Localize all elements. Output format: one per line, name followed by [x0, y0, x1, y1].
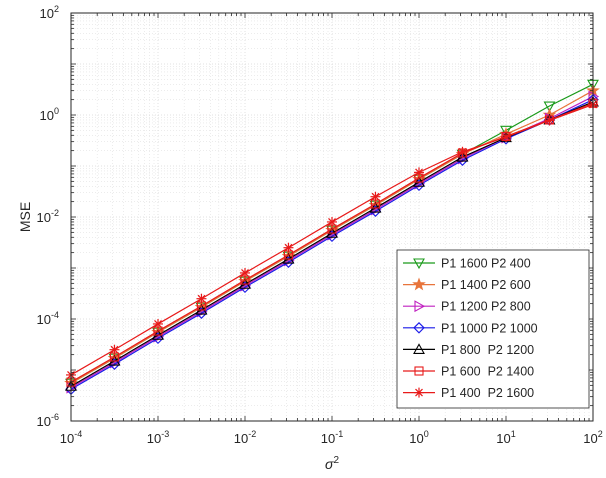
y-tick-label: 102: [40, 4, 59, 21]
asterisk-stroke: [458, 147, 467, 156]
legend: P1 1600 P2 400 P1 1400 P2 600 P1 1200 P2 8…: [396, 249, 590, 409]
legend-marker: [414, 387, 424, 398]
legend-label: P1 1200 P2 800: [441, 300, 531, 314]
data-point: [543, 101, 556, 113]
asterisk-stroke: [545, 116, 554, 125]
x-tick-label: 10-2: [234, 429, 256, 446]
y-axis-label: MSE: [17, 202, 33, 232]
data-point: [500, 125, 512, 137]
data-point: [457, 146, 468, 157]
asterisk-stroke: [197, 294, 206, 303]
x-tick-base: 10: [409, 431, 423, 446]
legend-label: P1 800 P2 1200: [441, 343, 534, 357]
asterisk-stroke: [241, 269, 249, 277]
x-axis-label-superscript: 2: [333, 455, 339, 466]
y-tick-exponent: 2: [54, 4, 59, 14]
y-tick-label: 10-6: [37, 412, 59, 429]
x-tick-exponent: 1: [511, 429, 516, 439]
y-tick-label: 10-2: [37, 208, 59, 225]
legend-entry: P1 1000 P2 1000: [403, 321, 538, 335]
asterisk-stroke: [502, 133, 510, 141]
legend-label: P1 400 P2 1600: [441, 386, 534, 400]
asterisk-stroke: [110, 345, 119, 354]
x-tick-base: 10: [321, 431, 335, 446]
series-6: [66, 99, 598, 380]
x-axis-label: σ2: [325, 455, 339, 472]
y-tick-exponent: -4: [51, 310, 59, 320]
legend-marker: [413, 343, 425, 354]
y-tick-base: 10: [37, 210, 51, 225]
y-tick-label: 10-4: [37, 310, 59, 327]
x-tick-exponent: -1: [335, 429, 343, 439]
data-point: [327, 216, 337, 227]
x-tick-label: 10-3: [147, 429, 169, 446]
y-tick-exponent: -2: [51, 208, 59, 218]
legend-box: [396, 249, 590, 409]
asterisk-stroke: [415, 388, 423, 397]
asterisk-stroke: [284, 243, 293, 252]
x-tick-exponent: -4: [74, 429, 82, 439]
x-tick-base: 10: [147, 431, 161, 446]
legend-label: P1 1400 P2 600: [441, 278, 531, 292]
asterisk-stroke: [371, 192, 380, 201]
legend-label: P1 1600 P2 400: [441, 257, 531, 271]
legend-marker: [414, 300, 426, 313]
x-tick-exponent: 2: [598, 429, 603, 439]
asterisk-stroke: [328, 218, 336, 226]
legend-entry: P1 600 P2 1400: [403, 365, 534, 379]
legend-entry: P1 1400 P2 600: [403, 277, 531, 292]
x-tick-exponent: 0: [424, 429, 429, 439]
x-tick-base: 10: [583, 431, 597, 446]
data-point: [196, 293, 207, 304]
y-tick-base: 10: [40, 6, 54, 21]
x-tick-exponent: -2: [248, 429, 256, 439]
data-point: [370, 191, 381, 202]
asterisk-stroke: [154, 320, 162, 328]
legend-entry: P1 1600 P2 400: [403, 257, 531, 271]
x-tick-exponent: -3: [161, 429, 169, 439]
data-point: [109, 344, 120, 355]
x-tick-label: 102: [583, 429, 602, 446]
y-tick-exponent: 0: [54, 106, 59, 116]
x-tick-base: 10: [496, 431, 510, 446]
axis-ticks: [70, 13, 593, 422]
x-tick-label: 100: [409, 429, 428, 446]
x-tick-label: 101: [496, 429, 515, 446]
legend-entry: P1 400 P2 1600: [403, 386, 534, 400]
x-tick-labels: 10-4 10-3 10-2 10-1 100 101 102: [60, 429, 603, 446]
x-tick-base: 10: [60, 431, 74, 446]
legend-entry: P1 1200 P2 800: [403, 300, 531, 314]
x-tick-base: 10: [234, 431, 248, 446]
data-point: [544, 115, 555, 126]
y-tick-label: 100: [40, 106, 59, 123]
y-tick-exponent: -6: [51, 412, 59, 422]
data-point: [240, 267, 250, 278]
y-tick-base: 10: [37, 414, 51, 429]
legend-label: P1 600 P2 1400: [441, 365, 534, 379]
series-layer: [64, 79, 600, 395]
legend-entry: P1 800 P2 1200: [403, 343, 534, 357]
legend-marker: [413, 258, 425, 270]
data-point: [414, 167, 424, 178]
legend-label: P1 1000 P2 1000: [441, 321, 538, 335]
legend-marker: [414, 366, 424, 376]
y-tick-base: 10: [40, 108, 54, 123]
x-tick-label: 10-1: [321, 429, 343, 446]
y-tick-base: 10: [37, 312, 51, 327]
data-point: [501, 132, 511, 143]
x-tick-label: 10-4: [60, 429, 82, 446]
asterisk-stroke: [415, 168, 423, 177]
legend-marker: [413, 322, 425, 334]
data-point: [283, 242, 294, 253]
data-point: [153, 318, 163, 329]
legend-marker: [412, 277, 426, 291]
